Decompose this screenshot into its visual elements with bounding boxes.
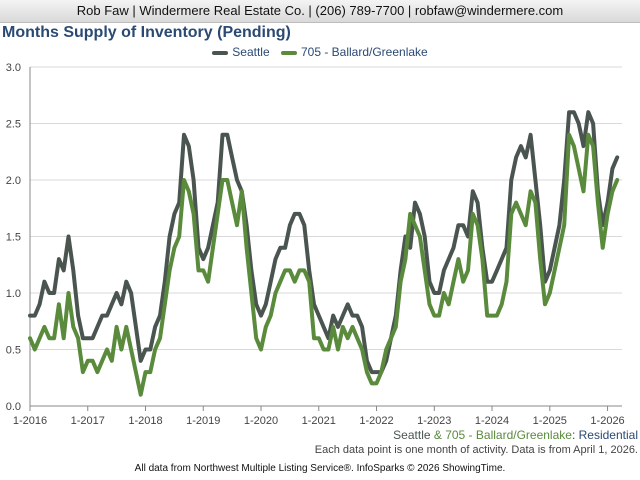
chart-legend: Seattle 705 - Ballard/Greenlake xyxy=(0,45,640,59)
series-line-ballard-greenlake xyxy=(28,132,620,397)
x-tick-label: 1-2024 xyxy=(475,415,509,427)
x-tick-label: 1-2026 xyxy=(590,415,624,427)
y-tick-label: 0.5 xyxy=(6,345,21,357)
agent-contact-info: Rob Faw | Windermere Real Estate Co. | (… xyxy=(76,3,564,18)
legend-swatch-seattle-icon xyxy=(212,50,229,55)
y-tick-label: 3.0 xyxy=(6,62,21,74)
legend-label-ballard: 705 - Ballard/Greenlake xyxy=(300,45,428,59)
x-tick-label: 1-2020 xyxy=(244,415,278,427)
chart-title: Months Supply of Inventory (Pending) xyxy=(2,24,291,41)
subtitle-seattle: Seattle xyxy=(393,428,431,442)
y-tick-label: 2.0 xyxy=(6,175,21,187)
header-bar: Rob Faw | Windermere Real Estate Co. | (… xyxy=(0,0,640,23)
chart-subtitle: Seattle & 705 - Ballard/Greenlake: Resid… xyxy=(393,428,638,442)
y-tick-label: 1.0 xyxy=(6,288,21,300)
x-tick-label: 1-2022 xyxy=(359,415,393,427)
data-note: Each data point is one month of activity… xyxy=(314,444,638,456)
subtitle-residential: : Residential xyxy=(571,428,638,442)
footer-credit: All data from Northwest Multiple Listing… xyxy=(134,463,506,474)
series-line-seattle xyxy=(28,110,620,375)
x-tick-label: 1-2025 xyxy=(533,415,567,427)
x-tick-label: 1-2021 xyxy=(302,415,336,427)
y-tick-label: 2.5 xyxy=(6,119,21,131)
x-tick-label: 1-2019 xyxy=(186,415,220,427)
x-tick-label: 1-2023 xyxy=(417,415,451,427)
y-tick-label: 0.0 xyxy=(6,401,21,413)
legend-swatch-ballard-icon xyxy=(280,50,297,55)
x-tick-label: 1-2016 xyxy=(13,415,47,427)
legend-item-ballard: 705 - Ballard/Greenlake xyxy=(280,45,428,59)
legend-label-seattle: Seattle xyxy=(232,45,270,59)
y-tick-label: 1.5 xyxy=(6,232,21,244)
x-tick-label: 1-2018 xyxy=(128,415,162,427)
legend-item-seattle: Seattle xyxy=(212,45,270,59)
x-tick-label: 1-2017 xyxy=(71,415,105,427)
subtitle-ballard: & 705 - Ballard/Greenlake xyxy=(430,428,572,442)
